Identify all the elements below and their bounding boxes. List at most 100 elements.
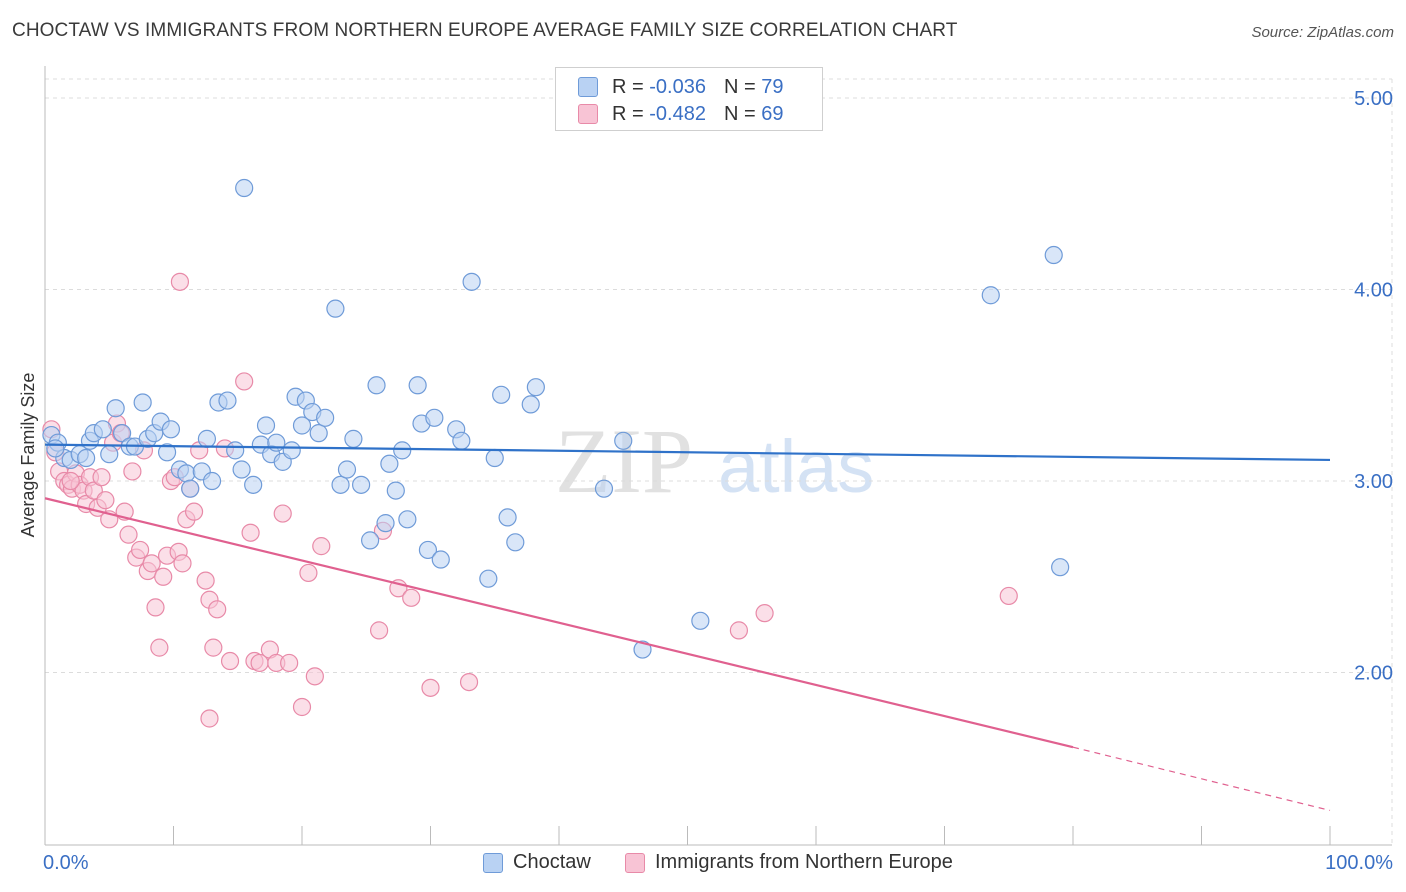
immigrants-point [200,709,219,728]
points-layer [42,178,1070,728]
choctaw-point [177,464,196,483]
choctaw-point [226,441,245,460]
choctaw-point [106,399,125,418]
immigrants-point [370,621,389,640]
n-label: N = [723,102,756,125]
immigrants-point [173,554,192,573]
immigrants-point [61,471,80,491]
choctaw-point [100,445,119,464]
choctaw-point [452,431,471,450]
choctaw-point [337,460,357,479]
immigrants-point [150,638,169,657]
stats-legend-row-choctaw: R = -0.036 N = 79 [578,75,783,99]
choctaw-point [316,408,335,427]
r-value-immigrants: -0.482 [649,102,706,125]
choctaw-point [235,178,254,198]
y-tick-label: 5.00 [1354,88,1393,110]
choctaw-point [521,395,540,414]
choctaw-point [498,508,517,527]
choctaw-point [408,376,427,395]
n-value-choctaw: 79 [761,75,784,98]
immigrants-point [755,604,774,623]
choctaw-point [614,431,633,450]
choctaw-point [633,640,652,659]
source-attribution: Source: ZipAtlas.com [1251,24,1394,41]
choctaw-point [398,510,417,529]
choctaw-point [326,299,345,318]
choctaw-swatch [578,77,598,97]
immigrants-trend-line [44,497,1074,749]
choctaw-point [361,531,380,550]
legend-item-immigrants: Immigrants from Northern Europe [625,851,953,874]
choctaw-point [526,378,545,397]
immigrants-point [292,697,312,717]
legend-label-choctaw: Choctaw [513,851,591,873]
stats-legend-row-immigrants: R = -0.482 N = 69 [578,102,783,126]
choctaw-point [352,475,371,494]
y-tick-label: 4.00 [1354,280,1393,302]
choctaw-point [77,448,96,468]
immigrants-point [312,537,331,556]
choctaw-point [462,272,481,291]
chart-title: CHOCTAW VS IMMIGRANTS FROM NORTHERN EURO… [12,20,958,41]
choctaw-point [232,460,251,479]
immigrants-point [142,554,161,573]
choctaw-point [594,479,614,498]
choctaw-point [93,420,112,439]
immigrants-point [119,525,138,544]
immigrants-point [729,621,749,640]
choctaw-point [181,479,200,498]
x-tick-label-min: 0.0% [43,852,89,874]
choctaw-point [506,533,525,552]
immigrants-point [421,678,440,697]
immigrants-point [459,672,479,692]
immigrants-point [305,667,324,686]
choctaw-point [197,429,217,448]
choctaw-point [112,424,132,443]
immigrants-point [184,502,204,521]
choctaw-point [292,416,312,435]
choctaw-point [46,439,65,458]
axis-layer: 2.00 3.00 4.00 5.00 0.0% 100.0% [43,66,1393,874]
immigrants-point [146,598,165,617]
stats-legend: R = -0.036 N = 79 R = -0.482 N = 69 [555,67,823,131]
legend-item-choctaw: Choctaw [483,851,591,874]
immigrants-point [999,586,1018,606]
immigrants-point [220,651,240,671]
choctaw-point [367,376,386,395]
choctaw-point [157,443,177,462]
choctaw-point [380,454,399,473]
choctaw-point [309,424,328,443]
immigrants-point [92,468,111,487]
r-label: R = [612,75,644,98]
immigrants-swatch [578,104,598,124]
choctaw-point [282,441,301,460]
choctaw-point [479,569,498,588]
choctaw-point [202,471,222,491]
y-tick-label: 2.00 [1354,663,1393,685]
choctaw-point [376,514,395,533]
y-axis-label: Average Family Size [18,373,38,538]
choctaw-point [485,448,504,468]
choctaw-point [133,393,152,412]
choctaw-point [492,385,511,404]
choctaw-point [981,286,1000,305]
n-label: N = [723,75,756,98]
legend-label-immigrants: Immigrants from Northern Europe [655,851,953,873]
choctaw-point [344,429,363,448]
choctaw-point [418,540,438,560]
immigrants-point [280,653,299,673]
trend-layer [44,443,1331,811]
watermark-atlas: atlas [718,425,874,508]
r-value-choctaw: -0.036 [649,75,706,98]
choctaw-point [218,391,237,410]
choctaw-point [256,416,276,435]
choctaw-point [244,475,263,494]
choctaw-point [1044,245,1063,265]
immigrants-trend-extension [1072,746,1331,811]
watermark-zip: ZIP [555,410,693,512]
immigrants-point [273,504,292,523]
choctaw-point [1051,558,1070,577]
choctaw-point [267,433,286,452]
